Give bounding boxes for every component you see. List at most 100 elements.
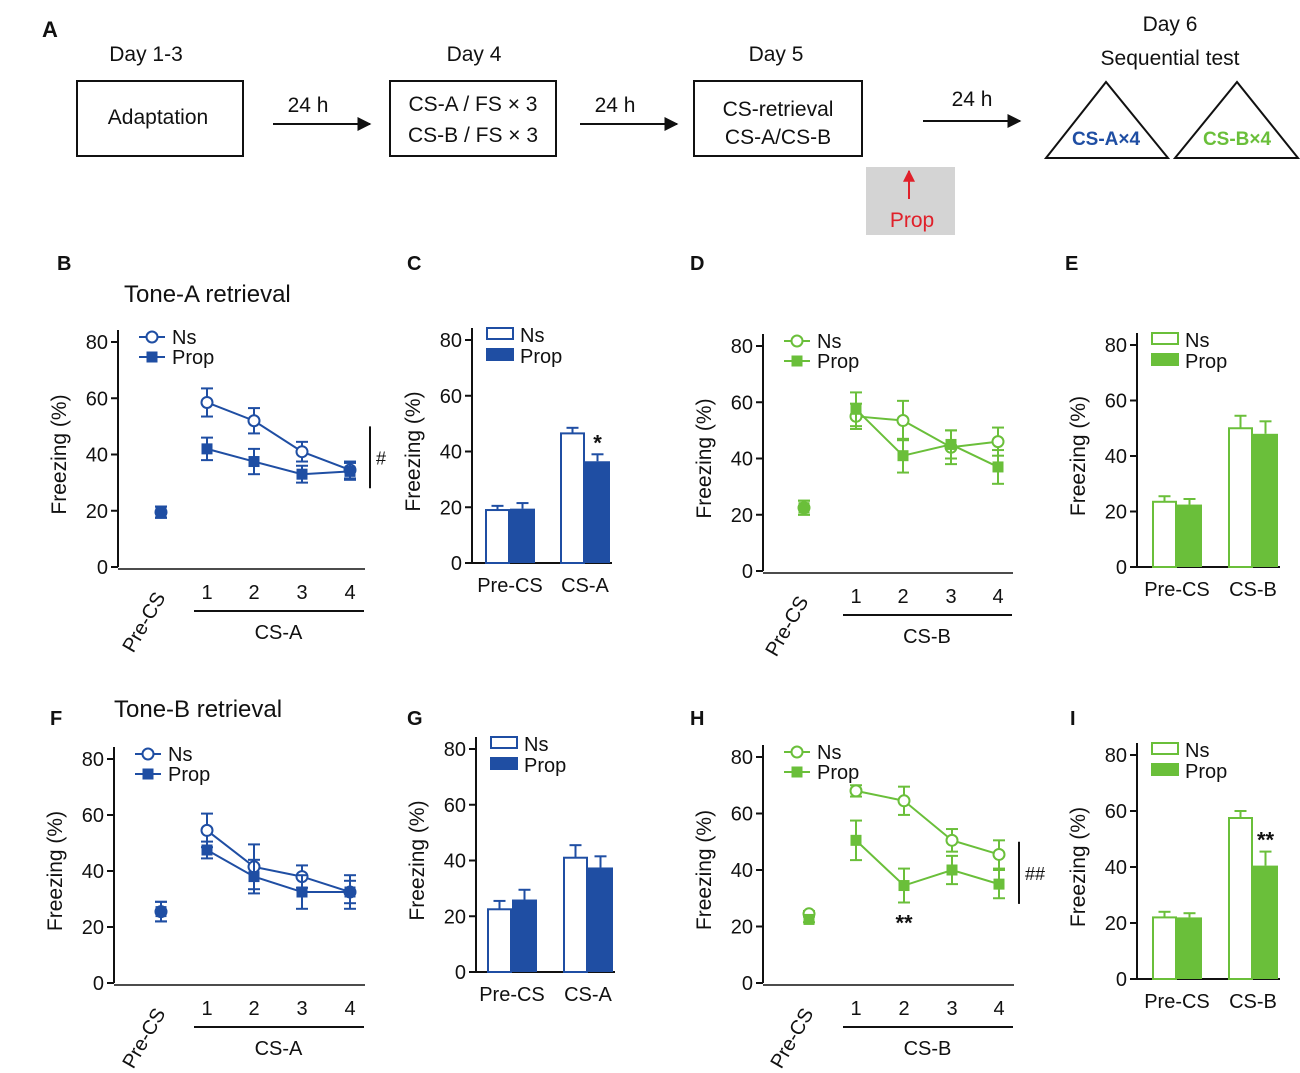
y-axis-label: Freezing (%) (693, 810, 716, 930)
y-tick-label: 0 (451, 553, 462, 575)
data-point (344, 886, 356, 898)
x-tick-label-pre-cs: Pre-CS (766, 1005, 818, 1073)
y-tick-label: 60 (86, 388, 108, 410)
y-tick-label: 20 (1105, 913, 1127, 935)
x-tick-label: 3 (945, 586, 956, 608)
legend-marker (791, 355, 803, 367)
retrieval-box (693, 80, 863, 157)
significance-label: # (376, 448, 386, 468)
day-6-label: Day 6 (1143, 13, 1198, 36)
adaptation-box (76, 80, 244, 157)
data-point (898, 880, 910, 892)
legend-swatch (1151, 742, 1179, 755)
y-axis-label: Freezing (%) (693, 398, 716, 518)
data-point (155, 906, 167, 918)
y-tick-label: 40 (440, 442, 462, 464)
series-line (206, 447, 351, 476)
data-point (200, 395, 214, 409)
y-tick-label: 0 (1116, 969, 1127, 991)
y-tick-label: 40 (444, 851, 466, 873)
y-tick-label: 40 (731, 860, 753, 882)
data-point (991, 435, 1005, 449)
series-line (855, 408, 999, 468)
chart-panel-d: D 0 20 40 60 80 Freezing (%) 1 2 3 4 Pre-CS CS-B NsPr… (690, 253, 1013, 660)
legend-marker (791, 766, 803, 778)
retrieval-line-2: CS-A/CS-B (725, 126, 831, 149)
legend-label: Ns (168, 744, 192, 766)
data-point (798, 502, 810, 514)
y-tick-label: 60 (444, 795, 466, 817)
day-5-label: Day 5 (749, 43, 804, 66)
x-tick-label: 2 (897, 586, 908, 608)
series-prop (798, 391, 1004, 516)
x-tick-label: 3 (296, 998, 307, 1020)
y-tick-label: 0 (742, 973, 753, 995)
y-tick-label: 60 (82, 805, 104, 827)
x-tick-label: Pre-CS (1144, 579, 1210, 601)
x-tick-label: Pre-CS (1144, 991, 1210, 1013)
x-tick-label: 4 (992, 586, 1003, 608)
panel-label: E (1065, 253, 1078, 275)
x-tick-label: CS-A (564, 984, 612, 1006)
y-tick-label: 80 (1105, 745, 1127, 767)
series-line (855, 789, 1000, 856)
bar-ns (1152, 916, 1177, 981)
series-prop (155, 436, 356, 519)
drug-label: Prop (890, 209, 934, 232)
x-tick-label-pre-cs: Pre-CS (761, 593, 813, 661)
data-point (897, 450, 909, 462)
conditioning-line-1: CS-A / FS × 3 (409, 93, 538, 116)
retrieval-line-1: CS-retrieval (723, 98, 834, 121)
x-tick-label: 1 (201, 582, 212, 604)
conditioning-box (389, 80, 557, 157)
panel-label: D (690, 253, 704, 275)
row-title-tone-a: Tone-A retrieval (124, 281, 291, 308)
bar-prop (512, 899, 537, 972)
legend-marker (141, 747, 155, 761)
legend-marker (146, 351, 158, 363)
series-ns (154, 387, 357, 519)
data-point (344, 465, 356, 477)
significance-label: ## (1025, 864, 1045, 884)
series-ns (802, 784, 1006, 921)
legend-swatch (1151, 353, 1179, 366)
y-tick-label: 20 (86, 501, 108, 523)
bar-significance: ** (1257, 828, 1275, 853)
trial-group-label: CS-B (903, 626, 951, 648)
bar-ns (485, 509, 510, 565)
data-point (201, 443, 213, 455)
bar-ns (563, 856, 588, 974)
x-tick-label-pre-cs: Pre-CS (118, 1005, 170, 1073)
series-line (855, 839, 1000, 887)
data-point (993, 878, 1005, 890)
legend-marker (790, 745, 804, 759)
y-tick-label: 40 (1105, 857, 1127, 879)
legend-marker (790, 334, 804, 348)
y-tick-label: 80 (1105, 335, 1127, 357)
x-tick-label: CS-B (1229, 579, 1277, 601)
data-point (946, 864, 958, 876)
x-tick-label: 1 (201, 998, 212, 1020)
legend-label: Prop (817, 351, 859, 373)
y-tick-label: 80 (82, 749, 104, 771)
experiment-schematic: A Day 1-3 Day 4 Day 5 Day 6 Sequential t… (42, 13, 1300, 235)
y-tick-label: 40 (82, 861, 104, 883)
x-tick-label: CS-B (1229, 991, 1277, 1013)
data-point (248, 456, 260, 468)
y-tick-label: 60 (731, 392, 753, 414)
y-tick-label: 20 (82, 917, 104, 939)
bar-ns (1152, 500, 1177, 569)
y-axis-label: Freezing (%) (44, 811, 67, 931)
x-tick-label: 2 (248, 582, 259, 604)
series-line (206, 401, 351, 471)
data-point (850, 403, 862, 415)
series-ns (154, 812, 357, 923)
legend-label: Ns (817, 742, 841, 764)
y-axis-label: Freezing (%) (406, 800, 429, 920)
y-tick-label: 0 (742, 561, 753, 583)
